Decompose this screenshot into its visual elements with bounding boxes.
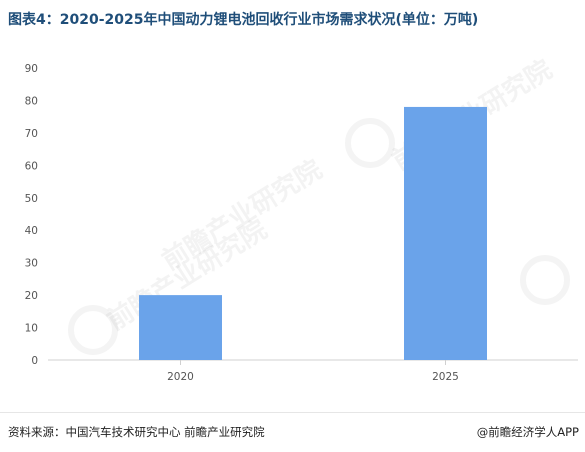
y-tick-label: 90: [25, 63, 38, 75]
footer: 资料来源：中国汽车技术研究中心 前瞻产业研究院 @前瞻经济学人APP: [0, 420, 585, 444]
footer-divider: [0, 412, 585, 413]
y-tick-label: 10: [25, 323, 38, 335]
y-tick-label: 0: [31, 355, 38, 367]
y-tick-label: 50: [25, 193, 38, 205]
chart-title: 图表4：2020-2025年中国动力锂电池回收行业市场需求状况(单位：万吨): [8, 12, 479, 28]
y-tick-label: 70: [25, 128, 38, 140]
brand-label: @前瞻经济学人APP: [476, 425, 579, 439]
y-tick-label: 60: [25, 160, 38, 172]
x-tick-label: 2025: [432, 371, 459, 383]
x-tick-label: 2020: [167, 371, 194, 383]
y-tick-label: 40: [25, 225, 38, 237]
bar-chart: 0 10 20 30 40 50 60 70 80 90 2020 2025: [25, 63, 578, 383]
y-tick-label: 80: [25, 95, 38, 107]
source-note: 资料来源：中国汽车技术研究中心 前瞻产业研究院: [8, 425, 265, 439]
bar-2025: [404, 106, 487, 360]
y-tick-label: 20: [25, 290, 38, 302]
bar-2020: [139, 295, 222, 360]
y-tick-label: 30: [25, 258, 38, 270]
chart-area: 0 10 20 30 40 50 60 70 80 90 2020 2025: [0, 40, 585, 400]
